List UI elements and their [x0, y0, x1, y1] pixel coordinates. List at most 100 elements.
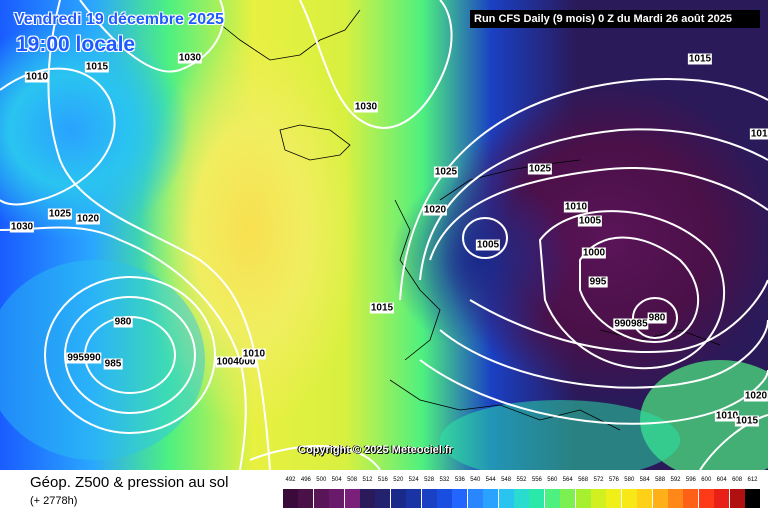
pressure-label: 1030	[9, 221, 35, 233]
scale-tick-label: 516	[377, 477, 388, 483]
scale-tick-label: 612	[747, 477, 758, 483]
scale-swatch	[591, 489, 606, 508]
pressure-label: 980	[647, 312, 667, 324]
pressure-label: 1005	[577, 215, 603, 227]
pressure-label: 1025	[433, 166, 459, 178]
scale-swatch	[606, 489, 622, 508]
scale-tick-label: 504	[331, 477, 342, 483]
pressure-label: 1010	[241, 348, 267, 360]
pressure-label: 1020	[743, 390, 768, 402]
scale-tick-label: 544	[485, 477, 496, 483]
scale-tick-label: 520	[393, 477, 404, 483]
scale-swatch	[698, 489, 714, 508]
scale-swatch	[668, 489, 683, 508]
weather-map: Vendredi 19 décembre 2025 19:00 locale R…	[0, 0, 768, 470]
scale-swatch	[313, 489, 329, 508]
scale-tick-label: 500	[316, 477, 327, 483]
copyright-notice: Copyright © 2025 Meteociel.fr	[298, 444, 453, 456]
scale-swatch	[745, 489, 760, 508]
forecast-date: Vendredi 19 décembre 2025	[14, 11, 224, 28]
scale-swatch	[652, 489, 668, 508]
scale-tick-label: 496	[300, 477, 311, 483]
scale-tick-label: 564	[562, 477, 573, 483]
scale-swatch	[329, 489, 345, 508]
pressure-label: 1015	[734, 415, 760, 427]
scale-tick-label: 532	[439, 477, 450, 483]
pressure-label: 1015	[84, 61, 110, 73]
scale-tick-label: 596	[685, 477, 696, 483]
pressure-label: 1015	[687, 53, 713, 65]
scale-tick-label: 512	[362, 477, 373, 483]
pressure-label: 995990	[66, 352, 102, 364]
run-info: Run CFS Daily (9 mois) 0 Z du Mardi 26 a…	[470, 10, 760, 28]
pressure-label: 1025	[47, 208, 73, 220]
scale-swatch	[683, 489, 699, 508]
scale-swatch	[483, 489, 499, 508]
scale-tick-label: 576	[608, 477, 619, 483]
pressure-label: 995	[588, 276, 608, 288]
scale-swatch	[390, 489, 406, 508]
scale-swatch	[375, 489, 391, 508]
scale-tick-label: 536	[454, 477, 465, 483]
scale-tick-label: 572	[593, 477, 604, 483]
scale-swatch	[637, 489, 653, 508]
scale-swatch	[298, 489, 314, 508]
scale-swatch	[514, 489, 529, 508]
scale-tick-label: 552	[516, 477, 527, 483]
scale-tick-label: 600	[701, 477, 712, 483]
scale-tick-label: 584	[639, 477, 650, 483]
scale-tick-label: 580	[624, 477, 635, 483]
pressure-label: 1000	[581, 247, 607, 259]
scale-tick-label: 508	[347, 477, 358, 483]
pressure-label: 1004000	[215, 356, 257, 368]
chart-title: Géop. Z500 & pression au sol	[30, 474, 229, 491]
scale-tick-label: 592	[670, 477, 681, 483]
scale-tick-label: 492	[285, 477, 296, 483]
scale-tick-label: 548	[501, 477, 512, 483]
pressure-label: 1020	[422, 204, 448, 216]
scale-tick-label: 608	[732, 477, 743, 483]
scale-swatch	[560, 489, 576, 508]
scale-tick-label: 524	[408, 477, 419, 483]
scale-swatch	[360, 489, 375, 508]
pressure-label: 980	[113, 316, 133, 328]
pressure-label: 1010	[563, 201, 589, 213]
pressure-label: 990985	[613, 318, 649, 330]
pressure-label: 1030	[353, 101, 379, 113]
scale-swatch	[437, 489, 452, 508]
scale-swatch	[421, 489, 437, 508]
geopotential-field	[0, 0, 768, 470]
pressure-label: 1010	[24, 71, 50, 83]
pressure-label: 1025	[527, 163, 553, 175]
scale-swatch	[406, 489, 422, 508]
forecast-offset: (+ 2778h)	[30, 495, 78, 507]
scale-tick-label: 588	[655, 477, 666, 483]
scale-tick-label: 568	[578, 477, 589, 483]
pressure-label: 1020	[75, 213, 101, 225]
scale-swatch	[714, 489, 730, 508]
scale-swatch	[621, 489, 637, 508]
legend-footer: Géop. Z500 & pression au sol (+ 2778h) 4…	[0, 470, 768, 512]
scale-swatch	[467, 489, 483, 508]
scale-swatch	[452, 489, 468, 508]
pressure-label: 1030	[177, 52, 203, 64]
scale-swatch	[729, 489, 745, 508]
scale-tick-label: 540	[470, 477, 481, 483]
scale-swatch	[544, 489, 560, 508]
coastlines	[214, 9, 721, 431]
scale-swatch	[575, 489, 591, 508]
scale-swatch	[283, 489, 298, 508]
pressure-label: 1015	[369, 302, 395, 314]
scale-swatch	[529, 489, 545, 508]
scale-tick-label: 556	[531, 477, 542, 483]
pressure-label: 1005	[475, 239, 501, 251]
pressure-label: 1010	[714, 410, 740, 422]
scale-tick-label: 604	[716, 477, 727, 483]
pressure-label: 1015	[749, 128, 768, 140]
local-time: 19:00 locale	[16, 33, 136, 56]
scale-swatch	[344, 489, 360, 508]
pressure-label: 985	[103, 358, 123, 370]
scale-swatch	[498, 489, 514, 508]
scale-tick-label: 528	[424, 477, 435, 483]
scale-tick-label: 560	[547, 477, 558, 483]
